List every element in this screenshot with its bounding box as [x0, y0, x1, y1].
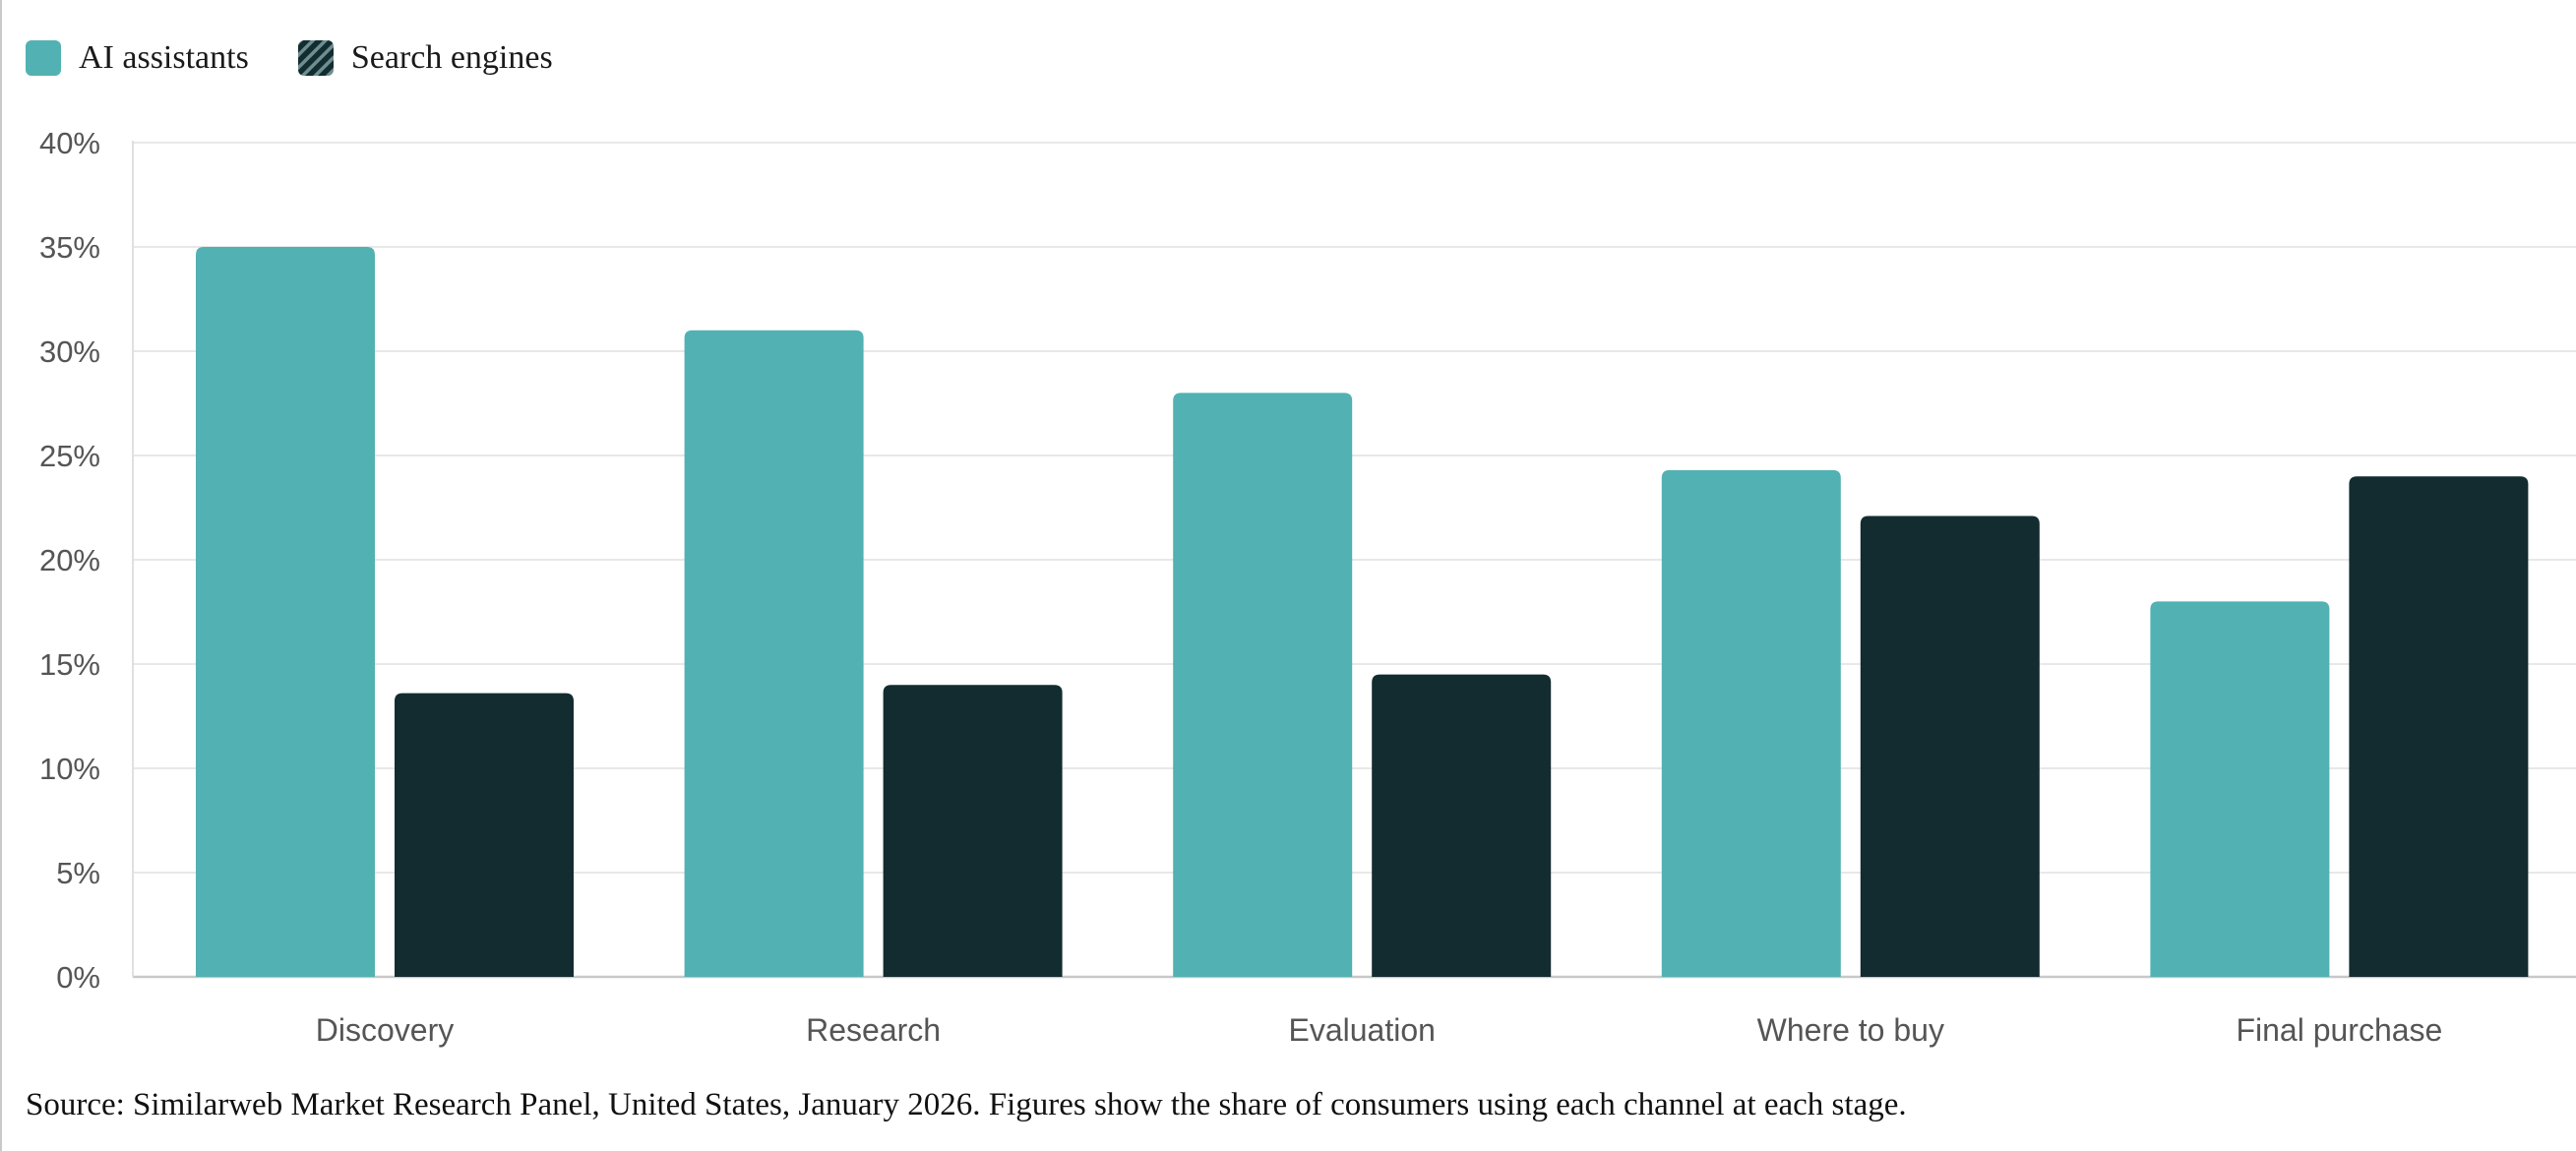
bar-search-engines — [1372, 674, 1552, 977]
x-category-label: Research — [806, 1012, 941, 1048]
y-tick-label: 40% — [39, 126, 100, 160]
legend-item-ai-assistants[interactable]: AI assistants — [26, 39, 249, 77]
legend-swatch-search-engines — [297, 40, 334, 76]
bar-ai-assistants — [196, 247, 375, 977]
y-tick-label: 35% — [39, 230, 100, 265]
y-tick-label: 20% — [39, 543, 100, 577]
bar-search-engines — [395, 693, 574, 977]
x-category-label: Final purchase — [2236, 1012, 2442, 1048]
source-note: Source: Similarweb Market Research Panel… — [26, 1087, 1907, 1122]
legend-label-ai-assistants: AI assistants — [79, 39, 249, 76]
y-tick-label: 10% — [39, 752, 100, 786]
y-tick-label: 15% — [39, 647, 100, 682]
bar-search-engines — [2349, 476, 2529, 977]
bar-search-engines — [1860, 515, 2040, 977]
bar-ai-assistants — [1173, 393, 1353, 977]
bar-ai-assistants — [2150, 601, 2330, 977]
y-tick-label: 25% — [39, 439, 100, 473]
x-category-label: Where to buy — [1757, 1012, 1944, 1048]
legend-item-search-engines[interactable]: Search engines — [297, 39, 553, 77]
y-tick-label: 30% — [39, 334, 100, 369]
y-tick-label: 0% — [56, 960, 100, 995]
legend-swatch-ai-assistants — [26, 40, 61, 76]
legend-label-search-engines: Search engines — [350, 39, 553, 76]
bar-ai-assistants — [684, 330, 864, 977]
bar-chart: 0% 5% 10% 15% 20% 25% 30% 35% 40% Discovery Resear… — [39, 126, 2576, 1048]
x-category-label: Discovery — [316, 1012, 454, 1048]
y-tick-label: 5% — [56, 856, 100, 890]
bar-search-engines — [883, 685, 1063, 977]
x-category-label: Evaluation — [1288, 1012, 1435, 1048]
bar-ai-assistants — [1661, 469, 1841, 978]
left-border — [0, 0, 2, 1151]
legend: AI assistants Search engines — [26, 33, 602, 83]
